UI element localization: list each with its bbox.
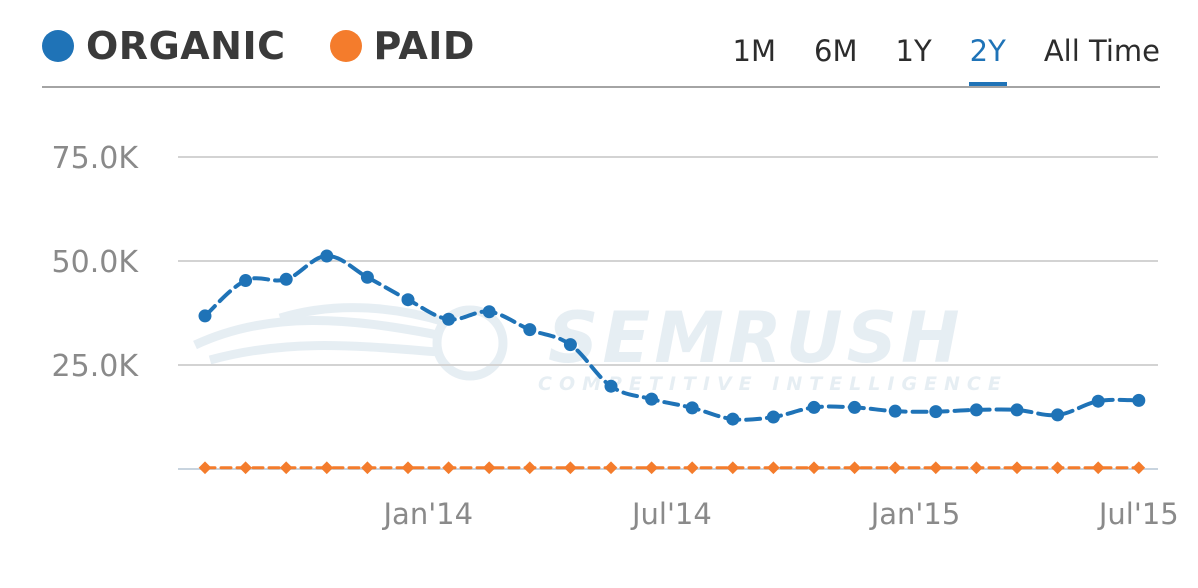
organic-dot-icon: [42, 30, 74, 62]
data-point-paid[interactable]: [1091, 461, 1105, 475]
data-point-organic[interactable]: [807, 400, 821, 414]
series-paid: [198, 461, 1146, 475]
data-point-organic[interactable]: [1132, 393, 1146, 407]
y-axis: 75.0K 50.0K 25.0K: [52, 141, 140, 384]
chart-legend: ORGANIC PAID: [42, 24, 519, 68]
range-1y[interactable]: 1Y: [895, 34, 932, 68]
legend-item-paid[interactable]: PAID: [329, 24, 475, 68]
data-point-organic[interactable]: [726, 412, 740, 426]
range-2y[interactable]: 2Y: [968, 34, 1008, 88]
data-point-paid[interactable]: [361, 461, 374, 475]
data-point-organic[interactable]: [685, 401, 699, 415]
data-point-paid[interactable]: [279, 461, 293, 475]
data-point-organic[interactable]: [360, 270, 374, 284]
data-point-paid[interactable]: [564, 461, 577, 475]
data-point-paid[interactable]: [523, 461, 537, 475]
data-point-paid[interactable]: [888, 461, 902, 475]
data-point-organic[interactable]: [888, 404, 902, 418]
range-1m[interactable]: 1M: [732, 34, 777, 68]
x-tick-label: Jul'15: [1097, 497, 1179, 531]
header-divider: [42, 86, 1160, 88]
data-point-paid[interactable]: [848, 461, 861, 475]
data-point-organic[interactable]: [523, 323, 537, 337]
x-tick-label: Jul'14: [630, 497, 712, 531]
data-point-organic[interactable]: [969, 403, 983, 417]
time-range-tabs: 1M 6M 1Y 2Y All Time: [695, 34, 1160, 88]
paid-dot-icon: [329, 30, 362, 62]
data-point-paid[interactable]: [1051, 461, 1064, 475]
data-point-paid[interactable]: [1010, 461, 1024, 475]
data-point-paid[interactable]: [929, 461, 943, 475]
data-point-organic[interactable]: [645, 392, 659, 406]
x-tick-label: Jan'14: [382, 497, 474, 531]
data-point-paid[interactable]: [767, 461, 780, 475]
semrush-logo-icon: [193, 303, 508, 381]
data-point-organic[interactable]: [279, 272, 293, 286]
range-all-time[interactable]: All Time: [1043, 34, 1160, 68]
watermark-brand: SEMRUSH: [548, 297, 964, 379]
legend-label-organic: ORGANIC: [86, 24, 286, 68]
data-point-organic[interactable]: [198, 309, 212, 323]
data-point-paid[interactable]: [198, 461, 212, 475]
data-point-paid[interactable]: [807, 461, 821, 475]
watermark-tagline: COMPETITIVE INTELLIGENCE: [538, 373, 1008, 395]
data-point-organic[interactable]: [604, 379, 618, 393]
data-point-organic[interactable]: [239, 274, 253, 288]
x-axis: Jan'14 Jul'14 Jan'15 Jul'15: [382, 497, 1179, 531]
data-point-paid[interactable]: [685, 461, 699, 475]
data-point-organic[interactable]: [766, 410, 780, 424]
data-point-organic[interactable]: [401, 293, 415, 307]
data-point-organic[interactable]: [1091, 394, 1105, 408]
data-point-paid[interactable]: [726, 461, 740, 475]
y-tick-label: 25.0K: [52, 349, 140, 384]
data-point-organic[interactable]: [848, 400, 862, 414]
data-point-organic[interactable]: [1010, 403, 1024, 417]
data-point-paid[interactable]: [604, 461, 618, 475]
data-point-paid[interactable]: [645, 461, 658, 475]
data-point-organic[interactable]: [563, 338, 577, 352]
data-point-organic[interactable]: [1051, 408, 1065, 422]
data-point-organic[interactable]: [442, 312, 456, 326]
semrush-watermark: SEMRUSH COMPETITIVE INTELLIGENCE: [193, 297, 1008, 395]
legend-label-paid: PAID: [373, 24, 475, 68]
data-point-paid[interactable]: [442, 461, 455, 475]
data-point-organic[interactable]: [320, 249, 334, 263]
data-point-paid[interactable]: [401, 461, 415, 475]
data-point-organic[interactable]: [482, 305, 496, 319]
data-point-paid[interactable]: [970, 461, 983, 475]
data-point-paid[interactable]: [1132, 461, 1146, 475]
data-point-paid[interactable]: [482, 461, 496, 475]
data-point-organic[interactable]: [929, 405, 943, 419]
series-organic: [198, 249, 1146, 426]
y-tick-label: 75.0K: [52, 141, 140, 176]
x-tick-label: Jan'15: [869, 497, 961, 531]
y-tick-label: 50.0K: [52, 245, 140, 280]
data-point-paid[interactable]: [320, 461, 334, 475]
data-point-paid[interactable]: [239, 461, 252, 475]
legend-item-organic[interactable]: ORGANIC: [42, 24, 286, 68]
range-6m[interactable]: 6M: [814, 34, 858, 68]
